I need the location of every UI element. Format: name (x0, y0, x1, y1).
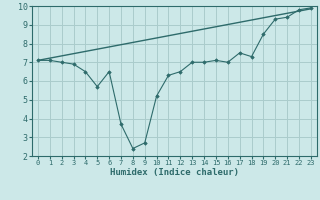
X-axis label: Humidex (Indice chaleur): Humidex (Indice chaleur) (110, 168, 239, 177)
